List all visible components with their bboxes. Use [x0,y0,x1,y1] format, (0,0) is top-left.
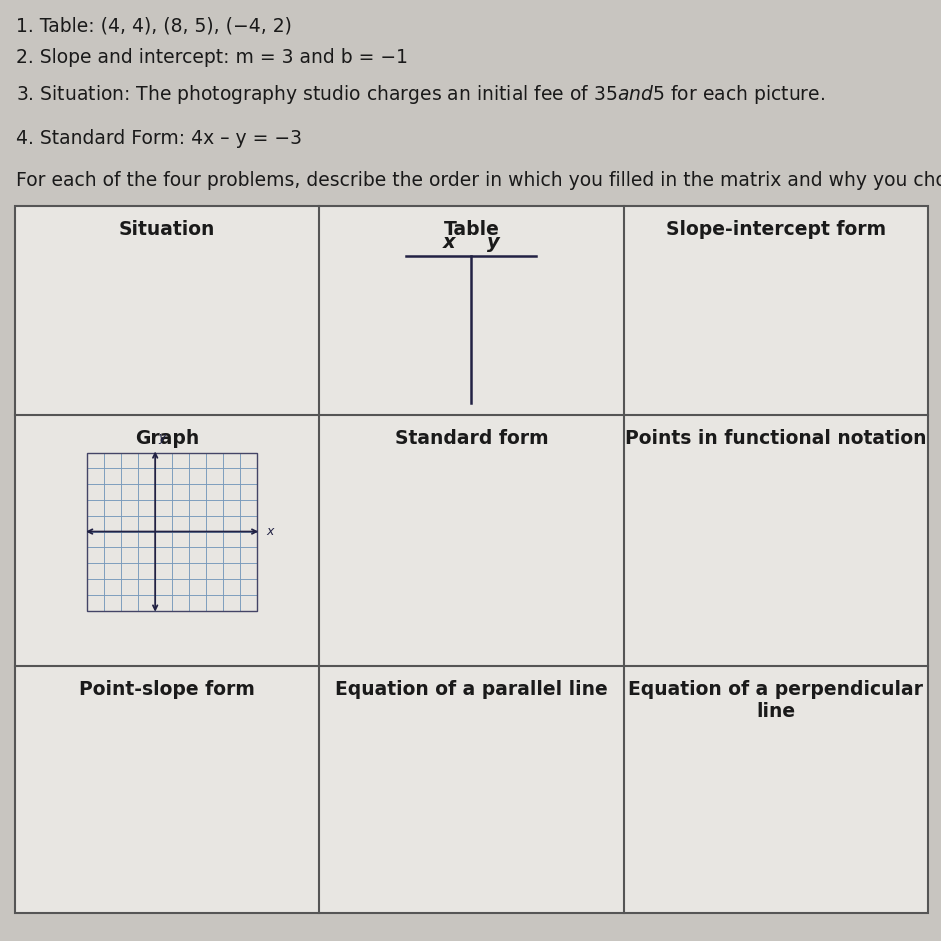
Bar [624,415,928,665]
Bar [15,415,319,665]
Text: Table: Table [443,220,500,239]
Text: Equation of a perpendicular
line: Equation of a perpendicular line [629,679,923,721]
Bar [15,206,928,913]
Text: 1. Table: (4, 4), (8, 5), (−4, 2): 1. Table: (4, 4), (8, 5), (−4, 2) [16,16,292,35]
Text: Points in functional notation: Points in functional notation [625,428,927,448]
Bar [15,665,319,913]
Bar [319,665,624,913]
Bar [319,206,624,415]
Text: For each of the four problems, describe the order in which you filled in the mat: For each of the four problems, describe … [16,171,941,190]
Text: Situation: Situation [119,220,215,239]
Bar [15,206,319,415]
Text: y: y [158,431,166,443]
Bar [88,453,257,611]
Bar [319,415,624,665]
Text: x: x [443,233,455,252]
Text: Point-slope form: Point-slope form [79,679,255,698]
Bar [624,206,928,415]
Text: Graph: Graph [136,428,199,448]
Text: 2. Slope and intercept: m = 3 and b = −1: 2. Slope and intercept: m = 3 and b = −1 [16,48,408,67]
Text: y: y [487,233,500,252]
Text: x: x [266,525,274,538]
Text: Slope-intercept form: Slope-intercept form [666,220,885,239]
Bar [624,665,928,913]
Text: 3. Situation: The photography studio charges an initial fee of $35 and $5 for ea: 3. Situation: The photography studio cha… [16,83,825,106]
Text: 4. Standard Form: 4x – y = −3: 4. Standard Form: 4x – y = −3 [16,129,302,148]
Text: Standard form: Standard form [394,428,549,448]
Text: Equation of a parallel line: Equation of a parallel line [335,679,608,698]
